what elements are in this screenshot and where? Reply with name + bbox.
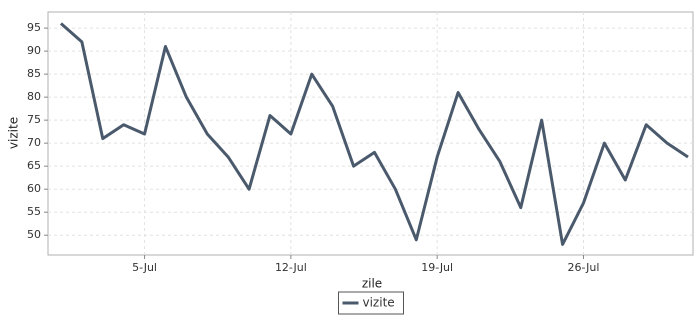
x-tick-label: 26-Jul [568,261,600,274]
y-tick-label: 65 [27,159,41,172]
x-tick-label: 12-Jul [275,261,307,274]
y-tick-label: 70 [27,136,41,149]
y-tick-label: 55 [27,205,41,218]
x-tick-label: 5-Jul [132,261,157,274]
y-axis-title: vizite [7,117,21,149]
plot-area [47,11,694,256]
y-tick-label: 80 [27,90,41,103]
y-tick-label: 75 [27,113,41,126]
y-tick-label: 60 [27,182,41,195]
line-series [59,22,689,246]
y-tick-label: 90 [27,44,41,57]
y-tick-label: 85 [27,67,41,80]
x-axis-title: zile [362,277,382,291]
x-tick-label: 19-Jul [421,261,453,274]
legend-label: vizite [363,296,395,310]
legend: vizite [338,291,404,315]
y-tick-label: 50 [27,228,41,241]
legend-box [338,291,404,315]
y-tick-label: 95 [27,21,41,34]
